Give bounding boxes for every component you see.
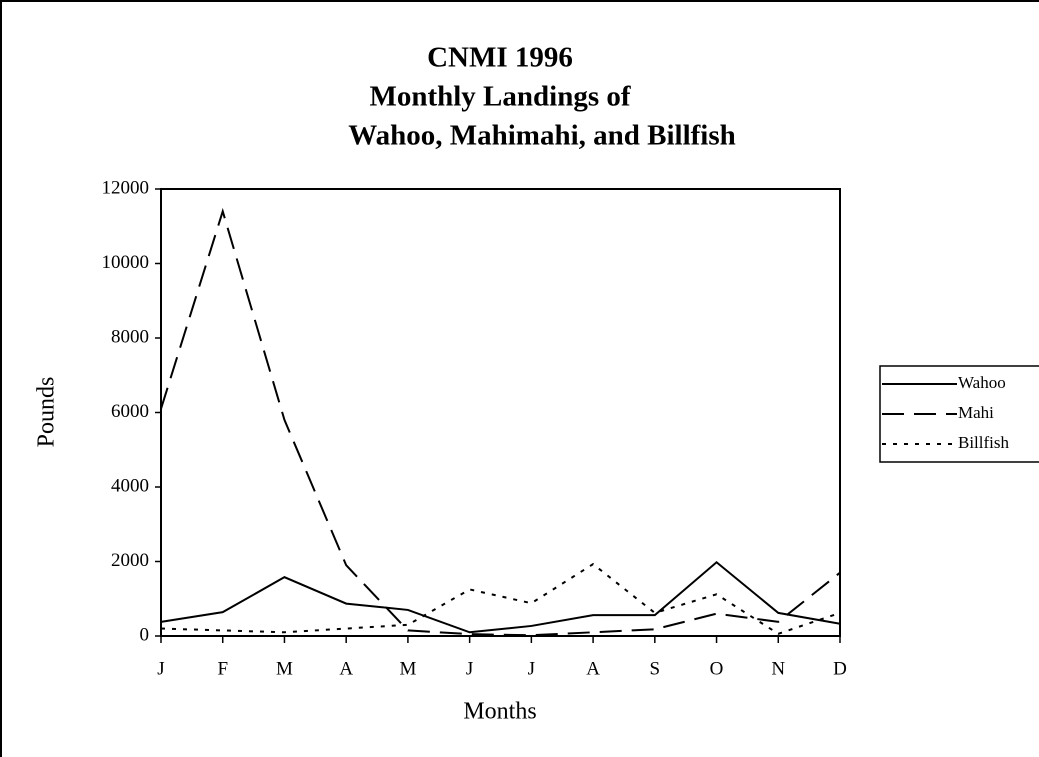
chart-title: CNMI 1996: [427, 42, 573, 74]
legend-label: Mahi: [958, 403, 994, 422]
y-tick-label: 2000: [111, 550, 149, 571]
x-tick-label: J: [528, 658, 535, 679]
x-tick-label: M: [276, 658, 293, 679]
x-axis-label: Months: [463, 699, 536, 725]
y-axis-label: Pounds: [34, 377, 60, 448]
x-tick-label: J: [157, 658, 164, 679]
y-tick-label: 4000: [111, 475, 149, 496]
legend-box: [879, 365, 1039, 463]
chart-title: Wahoo, Mahimahi, and Billfish: [348, 120, 736, 152]
series-line: [160, 560, 841, 634]
x-tick-label: A: [586, 658, 600, 679]
x-tick-label: A: [339, 658, 353, 679]
x-tick-label: O: [710, 658, 724, 679]
x-tick-label: D: [833, 658, 847, 679]
series-line: [160, 562, 841, 635]
plot-area: [160, 188, 841, 637]
y-tick-label: 12000: [102, 177, 150, 198]
legend-label: Wahoo: [958, 373, 1006, 392]
series-line: [160, 207, 841, 637]
x-tick-label: F: [217, 658, 228, 679]
x-tick-label: J: [466, 658, 473, 679]
x-tick-label: S: [650, 658, 661, 679]
y-tick-label: 10000: [102, 252, 150, 273]
chart-title: Monthly Landings of: [369, 81, 630, 113]
x-tick-label: N: [771, 658, 785, 679]
y-tick-label: 0: [140, 624, 150, 645]
y-tick-label: 6000: [111, 401, 149, 422]
legend-label: Billfish: [958, 433, 1010, 452]
x-tick-label: M: [399, 658, 416, 679]
y-tick-label: 8000: [111, 326, 149, 347]
